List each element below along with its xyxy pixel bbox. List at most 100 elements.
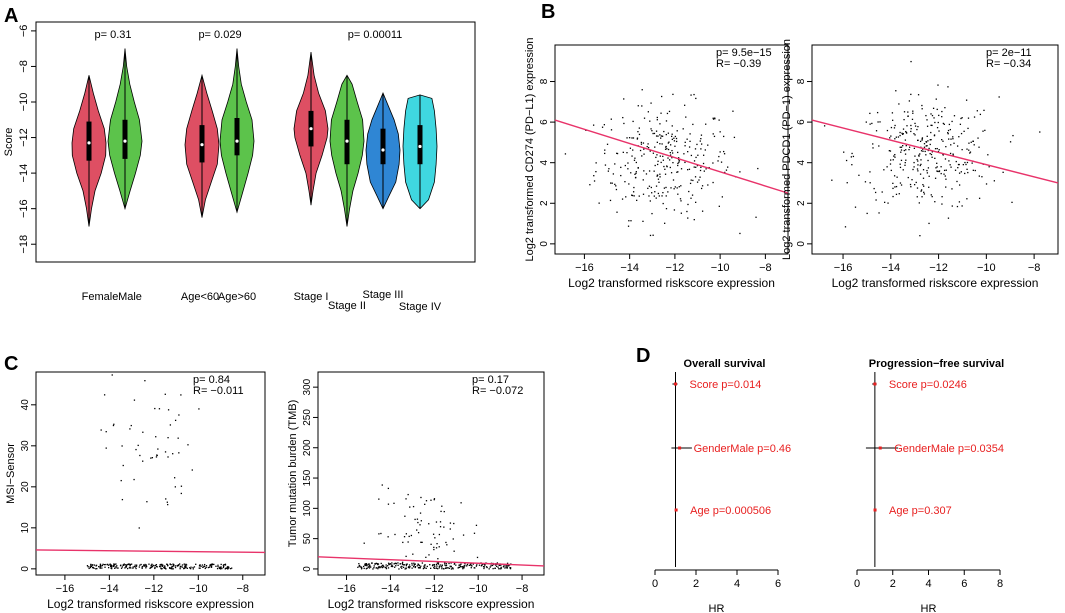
scatter-point [926,172,929,174]
scatter-point [166,563,168,565]
y-tick-label: 50 [302,533,313,545]
scatter-point [657,192,660,195]
scatter-point [612,173,615,175]
scatter-point [440,510,442,513]
panel-a-plot-frame [35,21,476,263]
scatter-point [684,145,686,147]
scatter-point [360,566,363,568]
scatter-point [947,133,949,135]
scatter-point [86,565,89,567]
scatter-point [905,131,908,134]
scatter-point [508,565,510,567]
pvalue-age: p= 0.029 [198,29,241,41]
x-tick-label: −14 [381,583,400,595]
scatter-point [904,161,906,164]
scatter-point [875,130,878,132]
scatter-point [933,117,935,119]
scatter-point [913,147,916,150]
scatter-point [697,154,699,156]
scatter-point [377,563,379,566]
scatter-point [101,564,104,567]
scatter-point [358,563,360,565]
scatter-point [460,502,462,504]
scatter-point [972,169,974,171]
scatter-point [896,176,898,178]
x-category-label: Female [82,291,119,303]
x-category-label: Age>60 [218,291,256,303]
scatter-point [380,532,382,535]
scatter-point [470,564,472,566]
x-tick-label: −8 [1028,262,1041,274]
panel-c-right-tmb-scatter: −16 −14 −12 −10 −8 0 50 100 150 200 250 300 Log2 tra… [287,371,545,611]
scatter-point [435,521,438,523]
scatter-point [100,429,102,431]
scatter-point [405,565,408,567]
scatter-point [633,186,635,189]
scatter-point [656,116,658,119]
scatter-point [120,564,122,566]
scatter-point [595,162,597,164]
scatter-point [950,138,952,140]
scatter-point [899,166,902,169]
scatter-point [978,197,981,199]
scatter-point [162,565,164,567]
forest-row-label: Age p=0.307 [889,505,952,517]
scatter-point [903,149,905,152]
scatter-point [145,565,148,568]
scatter-point [949,152,952,155]
scatter-point [178,414,180,416]
scatter-point [905,130,907,133]
scatter-point [684,141,686,143]
y-tick-label: 10 [20,522,31,534]
scatter-point [935,98,937,100]
scatter-point [693,93,695,96]
scatter-point [464,565,466,567]
scatter-point [437,562,440,564]
scatter-point [938,114,940,117]
scatter-point [105,563,107,566]
scatter-point [424,564,426,566]
scatter-point [931,195,933,198]
scatter-point [91,566,94,569]
x-tick-label: −16 [56,583,75,595]
scatter-point [121,498,124,501]
scatter-point [368,565,370,568]
scatter-point [93,564,96,566]
scatter-point [904,153,907,155]
scatter-point [387,567,390,569]
scatter-point [150,566,153,568]
scatter-point [201,564,204,566]
scatter-point [505,566,507,568]
scatter-point [135,448,137,451]
scatter-point [220,566,222,568]
scatter-point [671,125,673,127]
scatter-point [900,159,903,162]
violin-box [234,118,240,156]
scatter-point [385,564,387,566]
scatter-point [941,203,943,205]
scatter-point [639,149,642,152]
y-tick-label: 250 [302,409,313,426]
scatter-point [428,554,430,556]
scatter-point [121,566,124,568]
scatter-point [927,159,929,162]
scatter-point [448,567,450,570]
scatter-point [903,111,906,113]
scatter-point [496,562,499,564]
scatter-point [998,96,1000,98]
scatter-point [229,567,232,570]
scatter-point [943,173,945,175]
scatter-point [653,195,655,197]
x-axis-label: HR [921,603,937,613]
scatter-point [433,499,435,501]
x-tick-label: −8 [236,583,249,595]
x-tick-label: −12 [929,262,948,274]
scatter-point [472,563,474,565]
scatter-point [631,194,633,196]
scatter-point [936,166,938,168]
scatter-point [654,146,656,148]
scatter-point [365,564,367,567]
scatter-point [675,137,678,140]
scatter-point [669,144,672,146]
scatter-point [844,226,847,228]
